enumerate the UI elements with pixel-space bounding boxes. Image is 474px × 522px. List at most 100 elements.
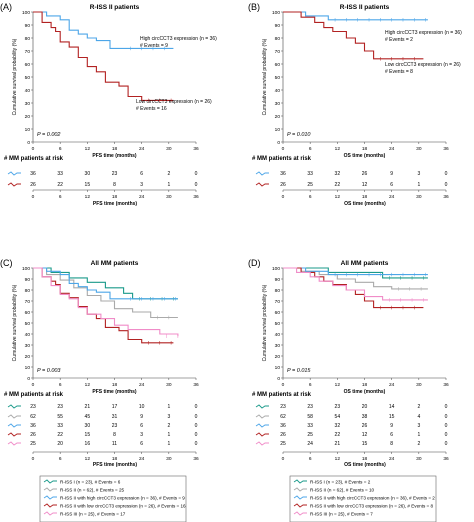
x-tick-label: 30 [166, 146, 172, 152]
risk-axis-tick-label: 12 [85, 194, 91, 200]
plot-title: R-ISS II patients [90, 4, 140, 11]
risk-value: 23 [30, 404, 36, 410]
y-tick-label: 60 [275, 62, 281, 68]
risk-value: 8 [390, 441, 393, 447]
y-tick-label: 0 [277, 140, 280, 146]
p-value: P = 0.003 [37, 368, 61, 374]
risk-axis-tick-label: 0 [32, 456, 35, 462]
risk-value: 6 [390, 182, 393, 188]
risk-value: 26 [30, 432, 36, 438]
risk-axis-label: OS time (months) [344, 201, 386, 207]
legend-marker [43, 487, 57, 492]
x-tick-label: 36 [443, 146, 449, 152]
risk-value: 0 [445, 171, 448, 177]
km-curve-series-3 [33, 267, 178, 300]
y-tick-label: 10 [25, 127, 31, 133]
risk-value: 3 [417, 171, 420, 177]
y-axis-label: Cumulative survival probability (%) [262, 284, 268, 361]
risk-row-marker [255, 404, 269, 409]
risk-axis-tick-label: 18 [112, 456, 118, 462]
x-tick-label: 24 [139, 382, 145, 388]
x-tick-label: 0 [282, 146, 285, 152]
risk-value: 21 [85, 404, 91, 410]
risk-axis-tick-label: 36 [193, 456, 199, 462]
risk-value: 25 [307, 432, 313, 438]
y-tick-label: 10 [25, 365, 31, 371]
risk-row-marker [7, 432, 21, 437]
y-tick-label: 70 [25, 299, 31, 305]
x-tick-label: 0 [32, 382, 35, 388]
risk-axis-tick-label: 12 [85, 456, 91, 462]
y-tick-label: 100 [272, 266, 280, 272]
risk-row-marker [255, 432, 269, 437]
risk-value: 1 [167, 182, 170, 188]
y-tick-label: 30 [25, 343, 31, 349]
x-axis-label: OS time (months) [344, 389, 386, 395]
legend-marker [43, 511, 57, 516]
y-tick-label: 30 [25, 101, 31, 107]
risk-value: 55 [57, 414, 63, 420]
risk-value: 2 [417, 441, 420, 447]
km-curve-series-1 [283, 11, 428, 21]
risk-axis-tick-label: 6 [309, 456, 312, 462]
risk-axis-tick-label: 30 [416, 456, 422, 462]
risk-value: 1 [417, 432, 420, 438]
risk-value: 22 [57, 432, 63, 438]
risk-row-marker [255, 423, 269, 428]
risk-value: 1 [167, 432, 170, 438]
x-tick-label: 36 [193, 146, 199, 152]
x-tick-label: 30 [166, 382, 172, 388]
legend-label: R-ISS II with high circCCT3 expression (… [60, 496, 185, 501]
risk-row-marker [7, 423, 21, 428]
p-value: P = 0.015 [287, 368, 311, 374]
risk-value: 9 [390, 171, 393, 177]
km-curve-series-4 [283, 267, 424, 309]
risk-value: 1 [417, 182, 420, 188]
y-tick-label: 80 [275, 288, 281, 294]
risk-value: 21 [335, 441, 341, 447]
y-tick-label: 20 [275, 354, 281, 360]
y-tick-label: 50 [25, 75, 31, 81]
x-tick-label: 24 [389, 382, 395, 388]
y-tick-label: 0 [27, 376, 30, 382]
risk-value: 26 [30, 182, 36, 188]
km-curve-series-1 [33, 11, 174, 49]
risk-axis-tick-label: 36 [443, 456, 449, 462]
y-tick-label: 50 [25, 321, 31, 327]
legend-marker [293, 487, 307, 492]
risk-value: 33 [57, 423, 63, 429]
risk-row-marker [255, 182, 269, 187]
risk-value: 15 [85, 182, 91, 188]
y-tick-label: 100 [22, 266, 30, 272]
risk-table-title: # MM patients at risk [4, 392, 64, 398]
risk-value: 45 [85, 414, 91, 420]
x-tick-label: 18 [112, 382, 118, 388]
risk-value: 54 [335, 414, 341, 420]
risk-axis-tick-label: 18 [112, 194, 118, 200]
km-panel-2: (B) R-ISS II patients01020304050607080901… [248, 2, 462, 207]
y-tick-label: 70 [25, 49, 31, 55]
risk-value: 22 [335, 182, 341, 188]
risk-axis-tick-label: 30 [166, 456, 172, 462]
legend-marker [293, 495, 307, 500]
x-tick-label: 12 [335, 382, 341, 388]
risk-value: 4 [417, 414, 420, 420]
y-tick-label: 70 [275, 49, 281, 55]
risk-axis-tick-label: 18 [362, 456, 368, 462]
risk-value: 8 [113, 432, 116, 438]
risk-value: 62 [280, 414, 286, 420]
curve-annotation: # Events = 8 [385, 69, 413, 75]
y-tick-label: 40 [275, 332, 281, 338]
legend-box [39, 475, 187, 522]
risk-axis-label: PFS time (months) [93, 462, 138, 468]
curve-annotation: Low circCCT3 expression (n = 26) [385, 62, 461, 68]
x-tick-label: 6 [309, 382, 312, 388]
risk-value: 25 [307, 182, 313, 188]
risk-table-title: # MM patients at risk [252, 156, 312, 162]
y-tick-label: 90 [25, 277, 31, 283]
risk-value: 6 [140, 423, 143, 429]
risk-row-marker [7, 414, 21, 419]
panel-letter: (C) [0, 258, 13, 268]
risk-value: 3 [140, 182, 143, 188]
y-tick-label: 60 [25, 62, 31, 68]
